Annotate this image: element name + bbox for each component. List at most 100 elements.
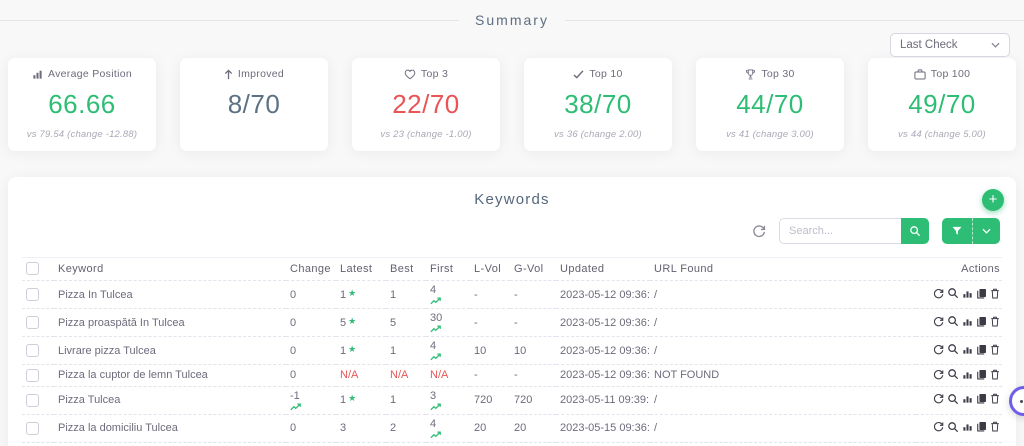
card-header: Top 30	[702, 68, 838, 80]
keywords-toolbar	[24, 218, 1000, 244]
card-value: 8/70	[227, 89, 281, 119]
search-icon[interactable]	[947, 368, 959, 380]
recheck-icon[interactable]	[933, 344, 944, 355]
chart-icon[interactable]	[962, 421, 973, 432]
select-all-checkbox[interactable]	[26, 262, 39, 275]
delete-icon[interactable]	[990, 393, 1000, 404]
search-icon[interactable]	[947, 343, 959, 355]
copy-icon[interactable]	[976, 316, 987, 327]
search-input[interactable]	[779, 218, 901, 244]
star-icon: ★	[348, 315, 357, 326]
column-header-g-vol: G-Vol	[510, 257, 556, 281]
delete-icon[interactable]	[990, 316, 1000, 327]
card-value: 66.66	[48, 89, 116, 119]
delete-icon[interactable]	[990, 421, 1000, 432]
search-icon[interactable]	[947, 421, 959, 433]
first-position: 4	[430, 340, 437, 352]
row-checkbox[interactable]	[26, 288, 39, 301]
trend-up-icon	[430, 325, 466, 333]
chart-icon[interactable]	[962, 288, 973, 299]
star-icon: ★	[348, 393, 357, 403]
trend-up-icon	[430, 353, 466, 361]
trend-up-icon	[430, 430, 466, 439]
filter-button[interactable]	[942, 218, 1000, 244]
card-label: Top 3	[420, 68, 449, 80]
column-header-updated: Updated	[556, 257, 650, 281]
card-header: Average Position	[14, 68, 150, 80]
add-keyword-button[interactable]: +	[982, 189, 1004, 211]
best-position: 1	[390, 344, 397, 357]
table-header-row: Keyword Change Latest Best First L-Vol G-Vol Up…	[22, 257, 1002, 281]
change-value: 0	[290, 369, 297, 382]
row-actions	[933, 315, 1000, 327]
keyword-name: Pizza la domiciliu Tulcea	[58, 422, 178, 434]
keyword-row: Livrare pizza Tulcea 0 1 ★ 1 4 10 10 2023-05-12 …	[22, 336, 1002, 365]
star-icon: ★	[348, 343, 357, 354]
delete-icon[interactable]	[990, 369, 1000, 380]
row-checkbox[interactable]	[26, 368, 39, 382]
chart-icon[interactable]	[962, 369, 973, 380]
row-actions	[933, 368, 1000, 380]
keyword-row: Pizza la cuptor de lemn Tulcea 0 N/A N/A N/A…	[22, 364, 1002, 386]
search-icon[interactable]	[947, 393, 959, 405]
card-value: 44/70	[736, 89, 804, 119]
first-position: 4	[430, 284, 437, 296]
delete-icon[interactable]	[990, 344, 1000, 355]
card-value: 49/70	[908, 89, 976, 119]
copy-icon[interactable]	[976, 369, 987, 380]
row-checkbox[interactable]	[26, 316, 39, 329]
global-volume: 20	[514, 422, 527, 434]
local-volume: -	[474, 369, 478, 382]
chart-icon[interactable]	[962, 344, 973, 355]
recheck-icon[interactable]	[933, 393, 944, 404]
last-check-select[interactable]: Last Check	[890, 33, 1010, 57]
trend-up-icon	[290, 402, 332, 411]
card-comparison: vs 36 (change 2.00)	[554, 129, 642, 140]
row-actions	[933, 343, 1000, 355]
global-volume: 10	[514, 344, 527, 357]
copy-icon[interactable]	[976, 421, 987, 432]
updated-timestamp: 2023-05-12 09:36:17	[560, 369, 650, 382]
row-checkbox[interactable]	[26, 344, 39, 357]
keywords-table: Keyword Change Latest Best First L-Vol G-Vol Up…	[22, 257, 1002, 446]
card-header: Top 3	[358, 68, 494, 80]
filter-funnel-icon[interactable]	[942, 218, 972, 244]
recheck-icon[interactable]	[933, 421, 944, 432]
briefcase-icon	[914, 68, 926, 80]
copy-icon[interactable]	[976, 288, 987, 299]
card-value: 22/70	[392, 89, 460, 119]
first-position: 30	[430, 312, 443, 324]
card-comparison: vs 44 (change 5.00)	[898, 129, 986, 140]
summary-card-average-position: Average Position 66.66 vs 79.54 (change -1…	[8, 58, 156, 151]
search-button[interactable]	[901, 218, 929, 244]
latest-position: 3	[340, 422, 347, 434]
updated-timestamp: 2023-05-12 09:36:17	[560, 316, 650, 329]
latest-position: 1	[340, 344, 347, 357]
keywords-panel: + Keywords	[8, 177, 1016, 446]
refresh-icon[interactable]	[752, 224, 766, 238]
chat-widget-button[interactable]	[1009, 386, 1024, 416]
trophy-icon	[745, 69, 756, 80]
recheck-icon[interactable]	[933, 288, 944, 299]
recheck-icon[interactable]	[933, 369, 944, 380]
best-position: 1	[390, 288, 397, 301]
chart-icon[interactable]	[962, 316, 973, 327]
search-icon[interactable]	[947, 315, 959, 327]
delete-icon[interactable]	[990, 288, 1000, 299]
search-icon[interactable]	[947, 287, 959, 299]
row-checkbox[interactable]	[26, 393, 39, 407]
row-checkbox[interactable]	[26, 421, 39, 435]
copy-icon[interactable]	[976, 393, 987, 404]
filter-chevron-down-icon[interactable]	[973, 218, 1000, 244]
local-volume: 720	[474, 394, 493, 406]
column-header-l-vol: L-Vol	[470, 257, 510, 281]
global-volume: -	[514, 369, 518, 382]
summary-card-improved: Improved 8/70	[180, 58, 328, 151]
copy-icon[interactable]	[976, 344, 987, 355]
change-value: 0	[290, 344, 297, 357]
card-value: 38/70	[564, 89, 632, 119]
keyword-row: Pizza Tulcea -1 1 ★ 1 3 720 720 2023-05-11 09:39…	[22, 385, 1002, 414]
recheck-icon[interactable]	[933, 316, 944, 327]
global-volume: 720	[514, 394, 533, 406]
chart-icon[interactable]	[962, 393, 973, 404]
